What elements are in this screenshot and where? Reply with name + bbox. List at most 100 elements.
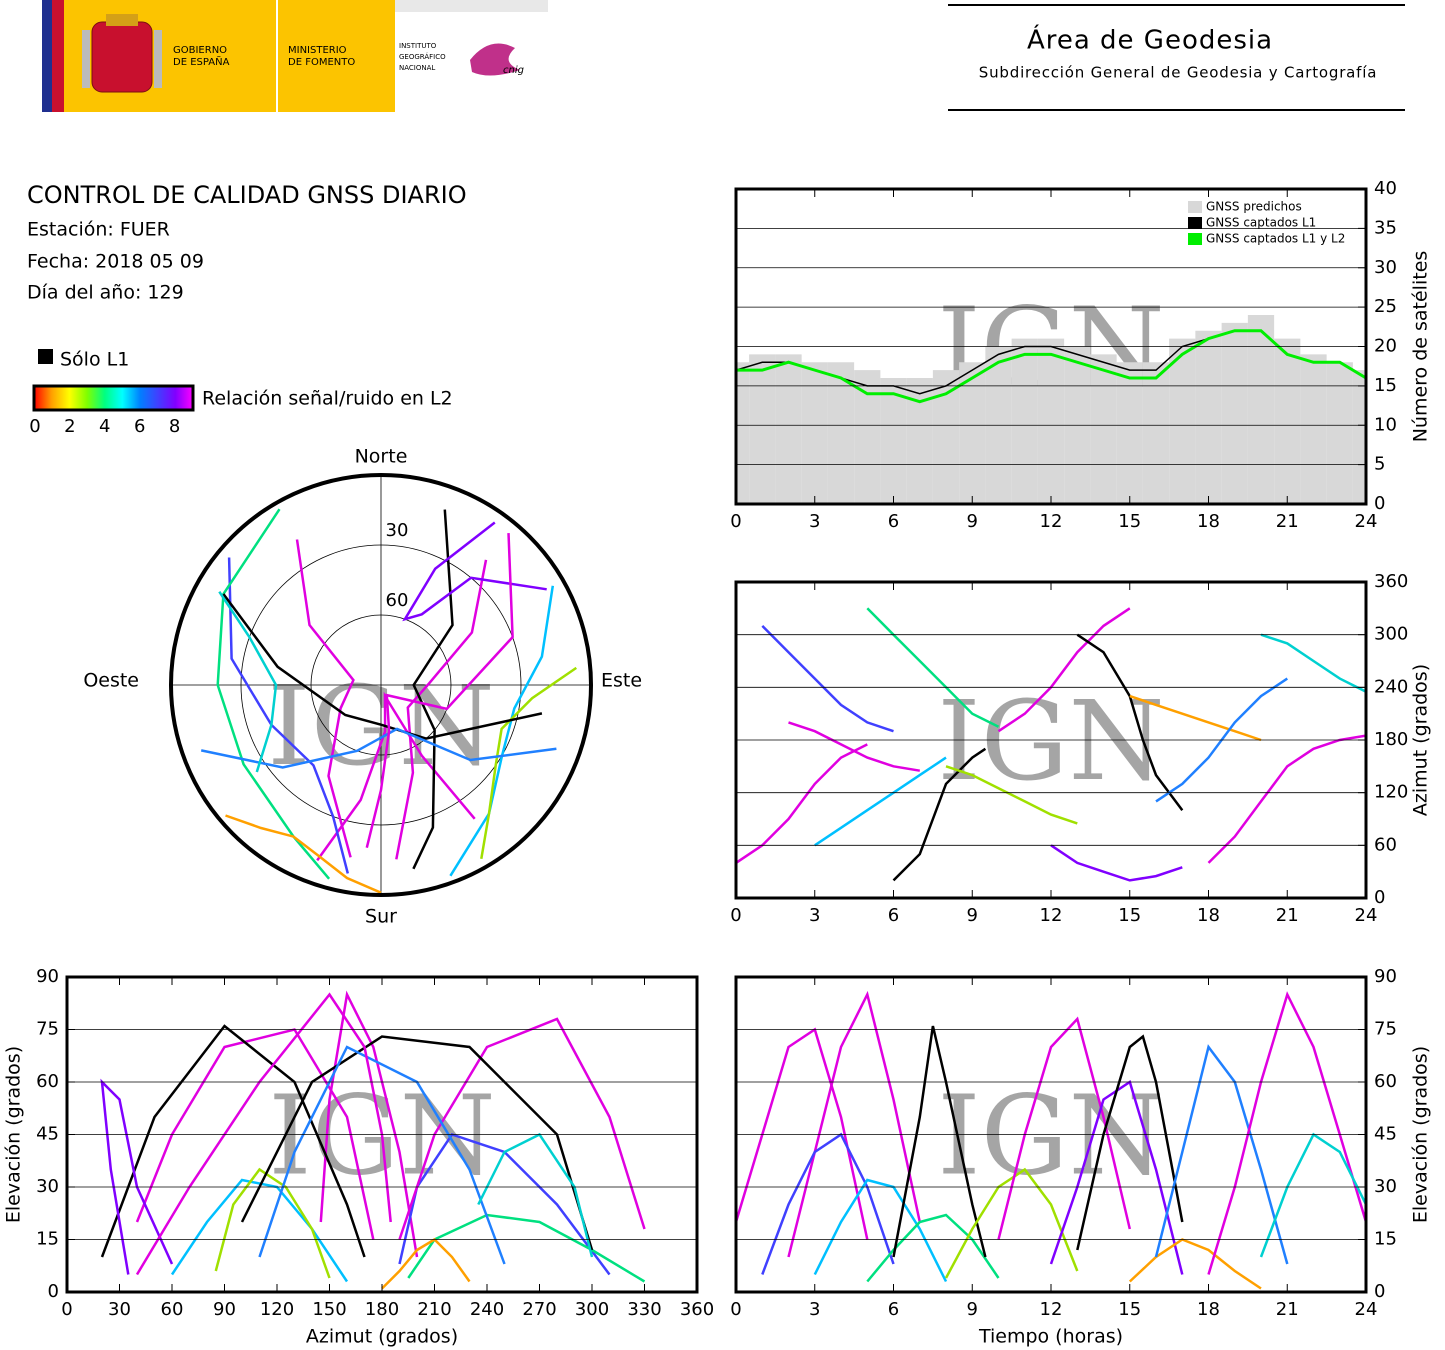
y-tick-label: 0 <box>48 1281 59 1302</box>
track <box>1129 694 1262 742</box>
sky-track <box>295 539 355 858</box>
chart: IGN 0 15 30 45 60 75 90 0 3 6 9 12 15 18 21 24 Elevación … <box>730 966 1431 1348</box>
bar <box>1274 338 1301 504</box>
y-tick-label: 45 <box>36 1124 59 1145</box>
x-tick-label: 0 <box>730 905 741 926</box>
track <box>1260 633 1366 693</box>
crest <box>91 21 153 93</box>
track <box>258 1045 506 1265</box>
x-tick-label: 240 <box>470 1299 504 1320</box>
track <box>788 721 921 772</box>
y-tick-label: 5 <box>1374 454 1385 475</box>
bar <box>1142 362 1170 504</box>
legend-swatch <box>1188 217 1202 229</box>
bar <box>1116 362 1143 504</box>
legend-label: GNSS captados L1 <box>1206 216 1316 230</box>
plot-frame <box>65 975 699 1294</box>
x-tick-label: 18 <box>1197 905 1220 926</box>
x-tick-label: 330 <box>627 1299 661 1320</box>
y-tick-label: 360 <box>1374 571 1408 592</box>
track <box>945 765 1078 825</box>
logo-strip <box>42 0 52 112</box>
y-tick-label: 60 <box>1374 1071 1397 1092</box>
institute-line: GEOGRÁFICO <box>399 52 446 61</box>
legend-label: GNSS captados L1 y L2 <box>1206 232 1345 246</box>
direction: Oeste <box>83 670 139 692</box>
x-tick-label: 60 <box>161 1299 184 1320</box>
y-tick-label: 30 <box>36 1176 59 1197</box>
ministry-line: MINISTERIO <box>288 45 347 56</box>
x-tick-label: 9 <box>967 1299 978 1320</box>
station: Estación: FUER <box>27 219 170 241</box>
track <box>997 1016 1132 1240</box>
sky-track <box>222 593 543 740</box>
bar <box>1300 354 1327 504</box>
y-tick-label: 30 <box>1374 257 1397 278</box>
x-tick-label: 90 <box>213 1299 236 1320</box>
direction: Sur <box>365 906 397 928</box>
x-tick-label: 120 <box>260 1299 294 1320</box>
direction: Norte <box>355 446 408 468</box>
x-tick-label: 21 <box>1276 511 1299 532</box>
bar <box>1326 362 1353 504</box>
y-tick-label: 10 <box>1374 414 1397 435</box>
colorbar <box>32 384 195 412</box>
series-line <box>736 329 1366 404</box>
bar <box>801 362 828 504</box>
track <box>240 1035 594 1251</box>
ministry-line: DE FOMENTO <box>288 57 355 68</box>
sky-track <box>218 591 278 773</box>
sky-track <box>480 666 578 860</box>
sky-track <box>402 521 547 622</box>
watermark: IGN <box>937 677 1165 805</box>
plot-area: IGN <box>736 990 1366 1290</box>
y-tick-label: 40 <box>1374 178 1397 199</box>
track <box>866 607 1000 728</box>
plot-frame <box>734 975 1368 1294</box>
elevation-ring <box>240 544 522 826</box>
pillar <box>82 30 90 88</box>
y-axis-label: Azimut (grados) <box>1410 664 1432 816</box>
logo-grey <box>395 0 548 12</box>
bar <box>1247 315 1275 504</box>
x-tick-label: 15 <box>1118 511 1141 532</box>
track <box>170 1178 349 1283</box>
track <box>1128 1238 1262 1290</box>
bar <box>880 378 907 504</box>
plot-frame <box>734 580 1368 900</box>
track <box>736 1027 869 1240</box>
x-tick-label: 21 <box>1276 905 1299 926</box>
y-tick-label: 180 <box>1374 729 1408 750</box>
x-tick-label: 24 <box>1355 905 1378 926</box>
track <box>787 990 922 1258</box>
bar <box>854 370 881 504</box>
track <box>997 607 1131 733</box>
track <box>761 1132 895 1275</box>
track <box>1259 1132 1366 1258</box>
institute-line: INSTITUTO <box>399 42 437 50</box>
x-tick-label: 3 <box>809 905 820 926</box>
ring-label: 60 <box>386 590 409 611</box>
x-tick-label: 0 <box>730 1299 741 1320</box>
bar <box>736 362 750 504</box>
chart: IGN 0 60 120 180 240 300 360 0 3 6 9 12 15 18 21 24 Azimu… <box>730 571 1431 926</box>
x-axis-label: Azimut (grados) <box>306 1326 458 1348</box>
y-axis-label: Elevación (grados) <box>3 1046 25 1223</box>
y-tick-label: 15 <box>1374 1229 1397 1250</box>
chart: IGN 0 15 30 45 60 75 90 0 30 60 90 120 150 180 210 240 27… <box>3 966 715 1348</box>
track <box>892 1025 987 1258</box>
sky-track <box>316 691 476 862</box>
track <box>736 743 868 864</box>
bar <box>1169 338 1196 504</box>
x-tick-label: 270 <box>522 1299 556 1320</box>
y-tick-label: 0 <box>1374 887 1385 908</box>
area-title: Área de Geodesia <box>1027 24 1273 56</box>
track <box>1076 633 1184 811</box>
y-tick-label: 30 <box>1374 1176 1397 1197</box>
x-tick-label: 24 <box>1355 511 1378 532</box>
l1-label: Sólo L1 <box>60 349 129 371</box>
track <box>398 1133 611 1276</box>
plot-frame <box>734 187 1368 506</box>
x-tick-label: 360 <box>680 1299 714 1320</box>
